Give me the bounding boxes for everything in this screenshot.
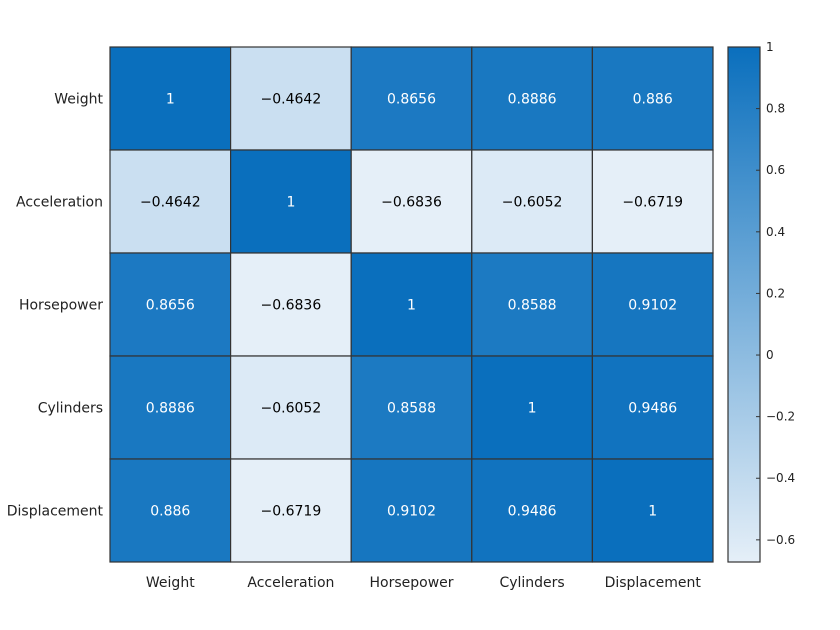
heatmap-cell-label: 0.8886 [508, 92, 557, 108]
heatmap-cell [591, 46, 714, 151]
heatmap-cell [350, 355, 473, 460]
heatmap-cell [109, 149, 232, 254]
heatmap-cell [591, 252, 714, 357]
y-tick-label: Weight [54, 92, 103, 108]
heatmap-cell-label: 0.9102 [387, 504, 436, 520]
heatmap-cell-label: 0.886 [150, 504, 190, 520]
heatmap-cell [230, 458, 352, 563]
heatmap-cell-label: 0.8588 [508, 298, 557, 314]
x-axis-tick-labels: Weight Acceleration Horsepower Cylinders Dis… [146, 575, 701, 591]
y-axis-tick-labels: Weight Acceleration Horsepower Cylinders Dis… [7, 92, 104, 520]
heatmap-cell-label: 1 [166, 92, 175, 108]
heatmap-cell [109, 458, 232, 563]
heatmap-cell-label: 0.8588 [387, 401, 436, 417]
colorbar-tick-label: −0.2 [766, 410, 795, 424]
heatmap-cell [471, 355, 593, 460]
colorbar-tick-label: 0.4 [766, 225, 785, 239]
colorbar-tick-label: −0.4 [766, 471, 795, 485]
x-tick-label: Displacement [605, 575, 702, 591]
colorbar-tick-label: −0.6 [766, 533, 795, 547]
heatmap-cell-labels: 1 −0.4642 0.8656 0.8886 0.886 −0.4642 1 −0.6836… [140, 92, 683, 520]
y-tick-label: Cylinders [38, 401, 103, 417]
heatmap-cell [350, 252, 473, 357]
heatmap-cell [591, 149, 714, 254]
colorbar-tick-label: 0.8 [766, 102, 785, 116]
y-tick-label: Acceleration [16, 195, 103, 211]
heatmap-cell-label: 1 [286, 195, 295, 211]
colorbar-tick-label: 0 [766, 348, 774, 362]
colorbar-tick-label: 0.6 [766, 163, 785, 177]
heatmap-cell-label: −0.6836 [381, 195, 442, 211]
heatmap-cell-label: −0.6719 [622, 195, 683, 211]
heatmap-cell [471, 46, 593, 151]
heatmap-cell-label: −0.4642 [140, 195, 201, 211]
heatmap-cell [350, 149, 473, 254]
x-tick-label: Cylinders [499, 575, 564, 591]
heatmap-cell [230, 46, 352, 151]
colorbar-ticks: 1 0.8 0.6 0.4 0.2 0 −0.2 −0.4 −0.6 [756, 40, 795, 547]
heatmap-cell [471, 252, 593, 357]
heatmap-cell-label: −0.6052 [261, 401, 322, 417]
heatmap-cell-label: −0.4642 [261, 92, 322, 108]
heatmap-cell-label: 0.886 [633, 92, 673, 108]
heatmap-cell-label: 0.9486 [508, 504, 557, 520]
heatmap-cell [230, 252, 352, 357]
heatmap-cell-label: 1 [528, 401, 537, 417]
x-tick-label: Acceleration [247, 575, 334, 591]
x-tick-label: Weight [146, 575, 195, 591]
colorbar-tick-label: 0.2 [766, 286, 785, 300]
heatmap-cell-label: 0.9102 [628, 298, 677, 314]
heatmap-cell-label: 1 [407, 298, 416, 314]
heatmap-cell-label: 0.8656 [146, 298, 195, 314]
heatmap-cell-label: −0.6836 [261, 298, 322, 314]
colorbar-tick-label: 1 [766, 40, 774, 54]
heatmap-cell [109, 46, 232, 151]
y-tick-label: Displacement [7, 504, 104, 520]
x-tick-label: Horsepower [369, 575, 453, 591]
heatmap-cell [109, 355, 232, 460]
heatmap-cell [591, 458, 714, 563]
heatmap-cell [350, 458, 473, 563]
heatmap-cell [591, 355, 714, 460]
heatmap-cell-label: 0.8886 [146, 401, 195, 417]
heatmap-cell-label: 0.8656 [387, 92, 436, 108]
colorbar-gradient [727, 46, 761, 563]
heatmap-cell [230, 355, 352, 460]
heatmap-cell-label: −0.6719 [261, 504, 322, 520]
heatmap-cell-label: 1 [648, 504, 657, 520]
heatmap-cell [350, 46, 473, 151]
colorbar: 1 0.8 0.6 0.4 0.2 0 −0.2 −0.4 −0.6 [727, 40, 795, 563]
heatmap-cell-label: 0.9486 [628, 401, 677, 417]
heatmap-cell-label: −0.6052 [502, 195, 563, 211]
y-tick-label: Horsepower [19, 298, 103, 314]
heatmap-cells [109, 46, 714, 563]
